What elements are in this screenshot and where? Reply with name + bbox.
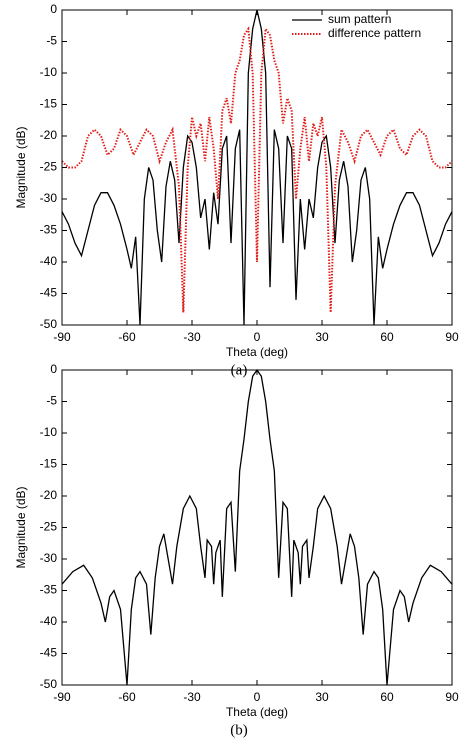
- y-tick-label: -50: [40, 677, 58, 691]
- y-tick-label: -35: [40, 223, 58, 237]
- y-tick-label: -35: [40, 583, 58, 597]
- legend-label: difference pattern: [328, 26, 421, 40]
- x-tick-label: 90: [445, 330, 459, 344]
- y-tick-label: -20: [40, 488, 58, 502]
- x-tick-label: 60: [380, 690, 394, 704]
- y-tick-label: -50: [40, 317, 58, 331]
- y-tick-label: -40: [40, 254, 58, 268]
- x-axis-label: Theta (deg): [226, 345, 288, 359]
- plot-frame: [61, 369, 453, 686]
- y-tick-label: -25: [40, 520, 58, 534]
- x-tick-label: -90: [53, 330, 71, 344]
- y-tick-label: 0: [50, 362, 57, 376]
- series-line: [62, 369, 452, 686]
- y-tick-label: -20: [40, 128, 58, 142]
- y-tick-label: -45: [40, 646, 58, 660]
- y-tick-label: -30: [40, 551, 58, 565]
- y-tick-label: -40: [40, 614, 58, 628]
- x-tick-label: 30: [315, 690, 329, 704]
- y-tick-label: -10: [40, 65, 58, 79]
- y-tick-label: -15: [40, 457, 58, 471]
- x-tick-label: 30: [315, 330, 329, 344]
- x-tick-label: 0: [254, 330, 261, 344]
- x-tick-label: -30: [183, 330, 201, 344]
- x-tick-label: 0: [254, 690, 261, 704]
- y-tick-label: -10: [40, 425, 58, 439]
- caption: (b): [230, 722, 248, 738]
- legend-label: sum pattern: [328, 12, 391, 26]
- y-axis-label: Magnitude (dB): [14, 126, 28, 208]
- y-tick-label: 0: [50, 2, 57, 16]
- x-tick-label: 60: [380, 330, 394, 344]
- series-line: [62, 26, 452, 313]
- y-tick-label: -5: [46, 34, 57, 48]
- x-tick-label: -30: [183, 690, 201, 704]
- y-axis-label: Magnitude (dB): [14, 486, 28, 568]
- y-tick-label: -25: [40, 160, 58, 174]
- x-tick-label: 90: [445, 690, 459, 704]
- x-tick-label: -60: [118, 330, 136, 344]
- plot-frame: [61, 9, 453, 326]
- x-tick-label: -90: [53, 690, 71, 704]
- y-tick-label: -30: [40, 191, 58, 205]
- x-axis-label: Theta (deg): [226, 705, 288, 719]
- y-tick-label: -15: [40, 97, 58, 111]
- series-line: [62, 9, 452, 326]
- x-tick-label: -60: [118, 690, 136, 704]
- y-tick-label: -45: [40, 286, 58, 300]
- y-tick-label: -5: [46, 394, 57, 408]
